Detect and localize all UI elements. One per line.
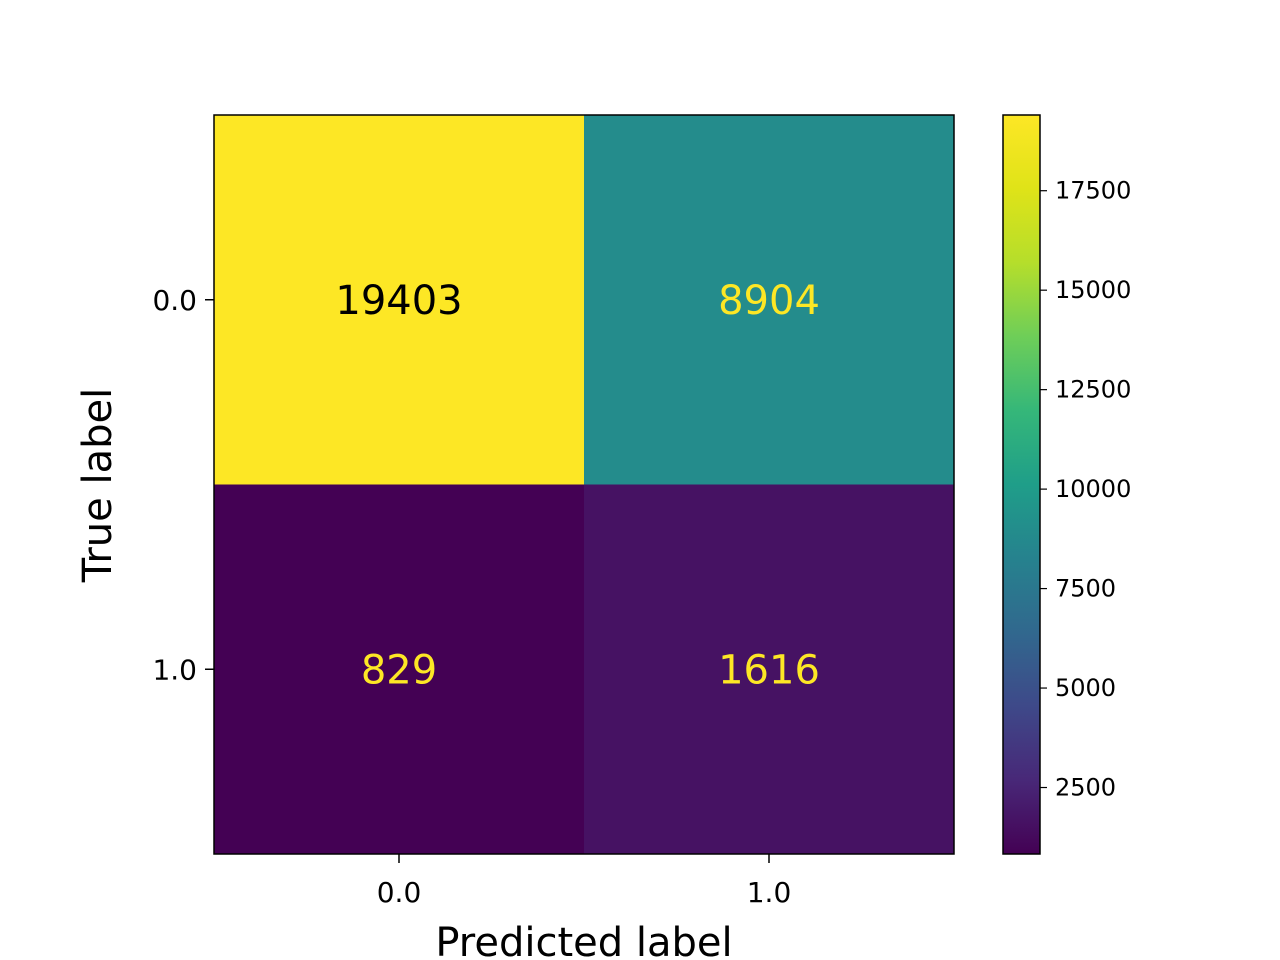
x-axis: 0.0 1.0 xyxy=(377,854,792,909)
cell-value-label-1-0: 829 xyxy=(361,647,437,693)
x-tick-label-0: 0.0 xyxy=(377,876,422,909)
heatmap-cell-0-1 xyxy=(584,115,955,485)
y-axis-label: True label xyxy=(75,388,121,583)
plot-frame xyxy=(213,114,955,855)
heatmap-cell-1-0 xyxy=(214,484,585,855)
cell-value-label-0-0: 19403 xyxy=(335,278,462,324)
colorbar-gradient xyxy=(1002,114,1041,855)
colorbar-tick-label-1: 5000 xyxy=(1055,674,1116,702)
cell-value-label-0-1: 8904 xyxy=(718,278,820,324)
heatmap-cell-1-1 xyxy=(584,484,955,855)
colorbar-tick-label-2: 7500 xyxy=(1055,575,1116,603)
x-tick-label-1: 1.0 xyxy=(747,876,792,909)
y-tick-label-0: 0.0 xyxy=(152,284,197,317)
heatmap-cell-0-0 xyxy=(214,115,585,485)
colorbar-ticks: 2500 5000 7500 10000 12500 15000 17500 xyxy=(1040,177,1131,802)
y-axis: 0.0 1.0 xyxy=(152,284,214,686)
x-axis-label: Predicted label xyxy=(435,920,732,960)
colorbar-tick-label-3: 10000 xyxy=(1055,475,1131,503)
colorbar-tick-label-0: 2500 xyxy=(1055,774,1116,802)
cell-value-label-1-1: 1616 xyxy=(718,647,820,693)
heatmap-plot-area: 19403 8904 829 1616 xyxy=(213,114,955,855)
y-tick-label-1: 1.0 xyxy=(152,653,197,686)
colorbar-tick-label-4: 12500 xyxy=(1055,376,1131,404)
colorbar-tick-label-6: 17500 xyxy=(1055,177,1131,205)
colorbar-tick-label-5: 15000 xyxy=(1055,276,1131,304)
colorbar: 2500 5000 7500 10000 12500 15000 17500 xyxy=(1002,114,1131,855)
